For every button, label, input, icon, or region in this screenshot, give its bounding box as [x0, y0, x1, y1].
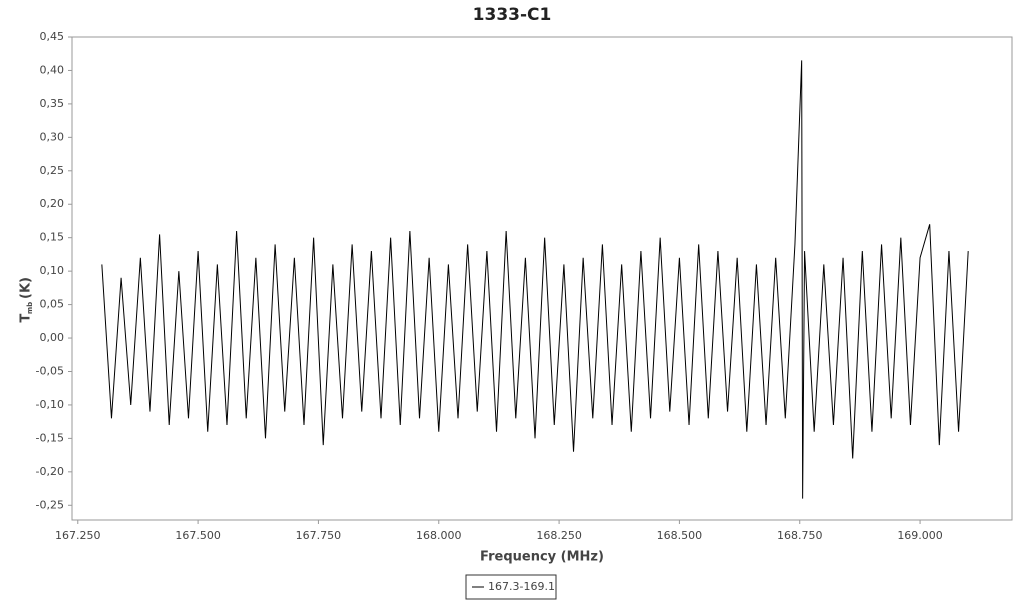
x-tick-label: 167.500	[175, 529, 221, 542]
y-tick-label: 0,00	[40, 331, 65, 344]
y-tick-label: 0,25	[40, 164, 65, 177]
x-tick-label: 168.500	[657, 529, 703, 542]
y-axis-unit: (K)	[19, 277, 34, 299]
x-tick-label: 168.750	[777, 529, 823, 542]
y-tick-label: 0,35	[40, 97, 65, 110]
y-tick-label: -0,25	[36, 498, 64, 511]
data-line	[101, 60, 969, 499]
y-axis-subscript: mb	[26, 302, 34, 314]
x-tick-label: 168.000	[416, 529, 462, 542]
y-tick-label: 0,45	[40, 30, 65, 43]
plot-frame	[71, 36, 1013, 521]
y-tick-label: 0,15	[40, 231, 65, 244]
y-axis-title: T mb (K)	[19, 277, 35, 322]
y-tick-label: -0,05	[36, 364, 64, 377]
x-tick-label: 169.000	[897, 529, 943, 542]
y-tick-label: -0,15	[36, 431, 64, 444]
x-tick-label: 167.750	[296, 529, 342, 542]
x-tick-label: 168.250	[536, 529, 582, 542]
chart-title: 1333-C1	[473, 5, 552, 25]
y-tick-label: 0,20	[40, 197, 65, 210]
y-tick-label: 0,30	[40, 130, 65, 143]
y-tick-label: -0,10	[36, 398, 64, 411]
y-tick-label: 0,10	[40, 264, 65, 277]
x-axis-title: Frequency (MHz)	[480, 550, 604, 565]
x-tick-label: 167.250	[55, 529, 101, 542]
y-tick-label: 0,05	[40, 298, 65, 311]
y-tick-label: -0,20	[36, 465, 64, 478]
legend-label: 167.3-169.1	[488, 580, 555, 593]
y-axis-symbol: T	[19, 313, 34, 322]
y-tick-label: 0,40	[40, 63, 65, 76]
